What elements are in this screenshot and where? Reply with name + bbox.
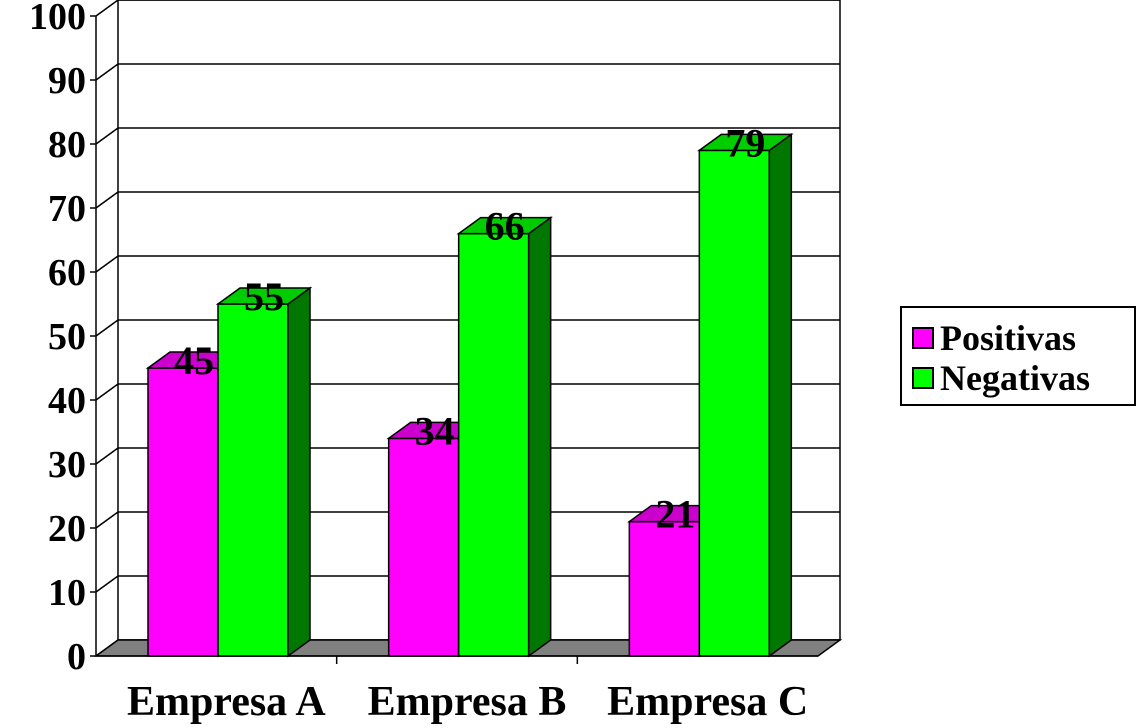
- bar-positivas: [387, 437, 460, 657]
- y-tick-label: 100: [29, 0, 86, 38]
- y-tick-label: 20: [48, 508, 86, 550]
- gridline-depth: [95, 63, 119, 81]
- gridline-depth: [95, 255, 119, 273]
- legend-item-positivas: Positivas: [912, 320, 1076, 356]
- data-label: 55: [244, 274, 284, 319]
- bar-positivas: [147, 367, 219, 657]
- gridline-depth: [95, 575, 119, 593]
- y-tick-label: 60: [48, 252, 86, 294]
- legend-swatch-negativas: [912, 367, 934, 389]
- gridline-depth: [95, 319, 119, 337]
- gridline-depth: [95, 0, 119, 17]
- data-label: 34: [415, 408, 455, 453]
- legend-label-positivas: Positivas: [940, 318, 1077, 358]
- data-label: 66: [485, 204, 525, 249]
- x-tick-label: Empresa C: [607, 679, 808, 725]
- bar-side-negativas: [768, 132, 793, 658]
- y-tick-label: 30: [48, 444, 86, 486]
- bars-layer: [145, 132, 794, 658]
- gridline-depth: [95, 127, 119, 145]
- legend-item-negativas: Negativas: [912, 360, 1090, 396]
- y-tick-label: 70: [48, 188, 86, 230]
- bar-negativas: [217, 303, 289, 657]
- y-tick-label: 40: [48, 380, 86, 422]
- gridline-depth: [95, 447, 119, 465]
- bar-negativas: [698, 149, 771, 657]
- x-tick-label: Empresa B: [368, 679, 567, 725]
- bar-top-negativas: [215, 287, 313, 305]
- bar-negativas: [457, 232, 530, 657]
- legend-swatch-positivas: [912, 327, 934, 349]
- gridline-depth: [95, 191, 119, 209]
- gridline-depth: [95, 383, 119, 401]
- labels-layer: 45 55 34 66 21 79: [174, 120, 765, 536]
- y-tick-label: 90: [48, 60, 86, 102]
- data-label: 79: [725, 120, 765, 165]
- x-tick-label: Empresa A: [127, 679, 326, 725]
- y-tick-label: 50: [48, 316, 86, 358]
- data-label: 21: [655, 492, 695, 537]
- bar-top-negativas: [697, 133, 794, 152]
- y-tick-label: 10: [48, 572, 86, 614]
- bar-side-negativas: [527, 216, 552, 658]
- legend-label-negativas: Negativas: [940, 358, 1090, 398]
- bar-positivas: [628, 520, 701, 657]
- y-tick-label: 0: [67, 636, 86, 678]
- gridline-depth: [95, 511, 119, 529]
- y-tick-label: 80: [48, 124, 86, 166]
- legend: Positivas Negativas: [900, 306, 1136, 406]
- data-label: 45: [174, 338, 214, 383]
- bar-side-negativas: [287, 286, 311, 658]
- bar-top-negativas: [456, 216, 553, 235]
